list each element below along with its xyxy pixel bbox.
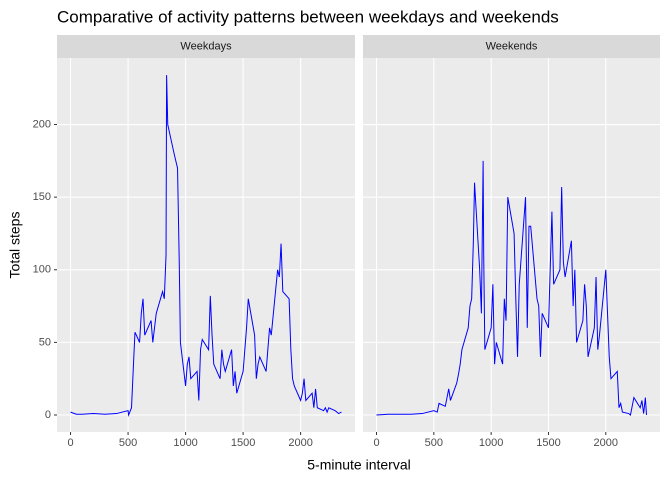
y-tick-label: 0: [45, 409, 51, 421]
y-tick-label: 200: [33, 118, 51, 130]
chart-title: Comparative of activity patterns between…: [57, 7, 559, 26]
x-tick-label: 1500: [231, 437, 255, 449]
panel-background: [363, 58, 660, 432]
strip-label: Weekends: [486, 40, 538, 52]
x-tick-label: 500: [425, 437, 443, 449]
x-tick-label: 0: [67, 437, 73, 449]
strip-label: Weekdays: [180, 40, 232, 52]
x-tick-label: 1500: [536, 437, 560, 449]
y-tick-label: 50: [39, 336, 51, 348]
strip: [363, 35, 660, 58]
x-tick-label: 1000: [173, 437, 197, 449]
panel-background: [57, 58, 355, 432]
data-line: [376, 160, 647, 416]
data-line: [70, 75, 342, 417]
y-tick-label: 100: [33, 264, 51, 276]
x-tick-label: 1000: [479, 437, 503, 449]
x-tick-label: 2000: [594, 437, 618, 449]
x-axis-label: 5-minute interval: [307, 457, 411, 473]
y-tick-label: 150: [33, 191, 51, 203]
x-tick-label: 0: [373, 437, 379, 449]
x-tick-label: 500: [119, 437, 137, 449]
x-tick-label: 2000: [288, 437, 312, 449]
strip: [57, 35, 355, 58]
y-axis-label: Total steps: [7, 212, 23, 279]
